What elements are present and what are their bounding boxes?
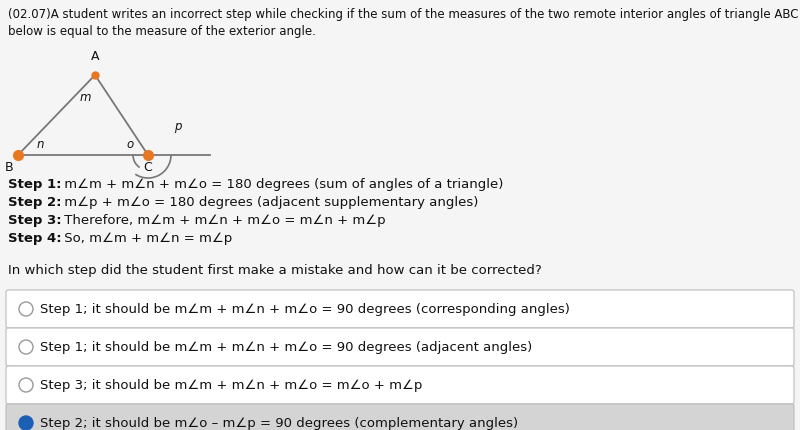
- Text: Step 2; it should be m∠o – m∠p = 90 degrees (complementary angles): Step 2; it should be m∠o – m∠p = 90 degr…: [40, 417, 518, 430]
- Text: So, m∠m + m∠n = m∠p: So, m∠m + m∠n = m∠p: [60, 232, 232, 245]
- Text: Therefore, m∠m + m∠n + m∠o = m∠n + m∠p: Therefore, m∠m + m∠n + m∠o = m∠n + m∠p: [60, 214, 386, 227]
- Text: Step 1; it should be m∠m + m∠n + m∠o = 90 degrees (corresponding angles): Step 1; it should be m∠m + m∠n + m∠o = 9…: [40, 302, 570, 316]
- Text: A: A: [90, 50, 99, 63]
- Text: o: o: [126, 138, 134, 151]
- Text: C: C: [144, 161, 152, 174]
- Text: n: n: [36, 138, 44, 151]
- Text: (02.07)A student writes an incorrect step while checking if the sum of the measu: (02.07)A student writes an incorrect ste…: [8, 8, 798, 38]
- Text: Step 1:: Step 1:: [8, 178, 62, 191]
- Circle shape: [19, 302, 33, 316]
- Text: m∠p + m∠o = 180 degrees (adjacent supplementary angles): m∠p + m∠o = 180 degrees (adjacent supple…: [60, 196, 478, 209]
- Text: m∠m + m∠n + m∠o = 180 degrees (sum of angles of a triangle): m∠m + m∠n + m∠o = 180 degrees (sum of an…: [60, 178, 503, 191]
- Text: m: m: [79, 91, 90, 104]
- Text: Step 1; it should be m∠m + m∠n + m∠o = 90 degrees (adjacent angles): Step 1; it should be m∠m + m∠n + m∠o = 9…: [40, 341, 532, 353]
- Text: B: B: [4, 161, 13, 174]
- FancyBboxPatch shape: [6, 328, 794, 366]
- Text: Step 4:: Step 4:: [8, 232, 62, 245]
- Circle shape: [19, 416, 33, 430]
- FancyBboxPatch shape: [6, 290, 794, 328]
- Text: Step 3:: Step 3:: [8, 214, 62, 227]
- Text: p: p: [174, 120, 182, 133]
- FancyBboxPatch shape: [6, 404, 794, 430]
- Circle shape: [19, 340, 33, 354]
- FancyBboxPatch shape: [6, 366, 794, 404]
- Text: In which step did the student first make a mistake and how can it be corrected?: In which step did the student first make…: [8, 264, 542, 277]
- Circle shape: [19, 378, 33, 392]
- Text: Step 2:: Step 2:: [8, 196, 62, 209]
- Text: Step 3; it should be m∠m + m∠n + m∠o = m∠o + m∠p: Step 3; it should be m∠m + m∠n + m∠o = m…: [40, 378, 422, 391]
